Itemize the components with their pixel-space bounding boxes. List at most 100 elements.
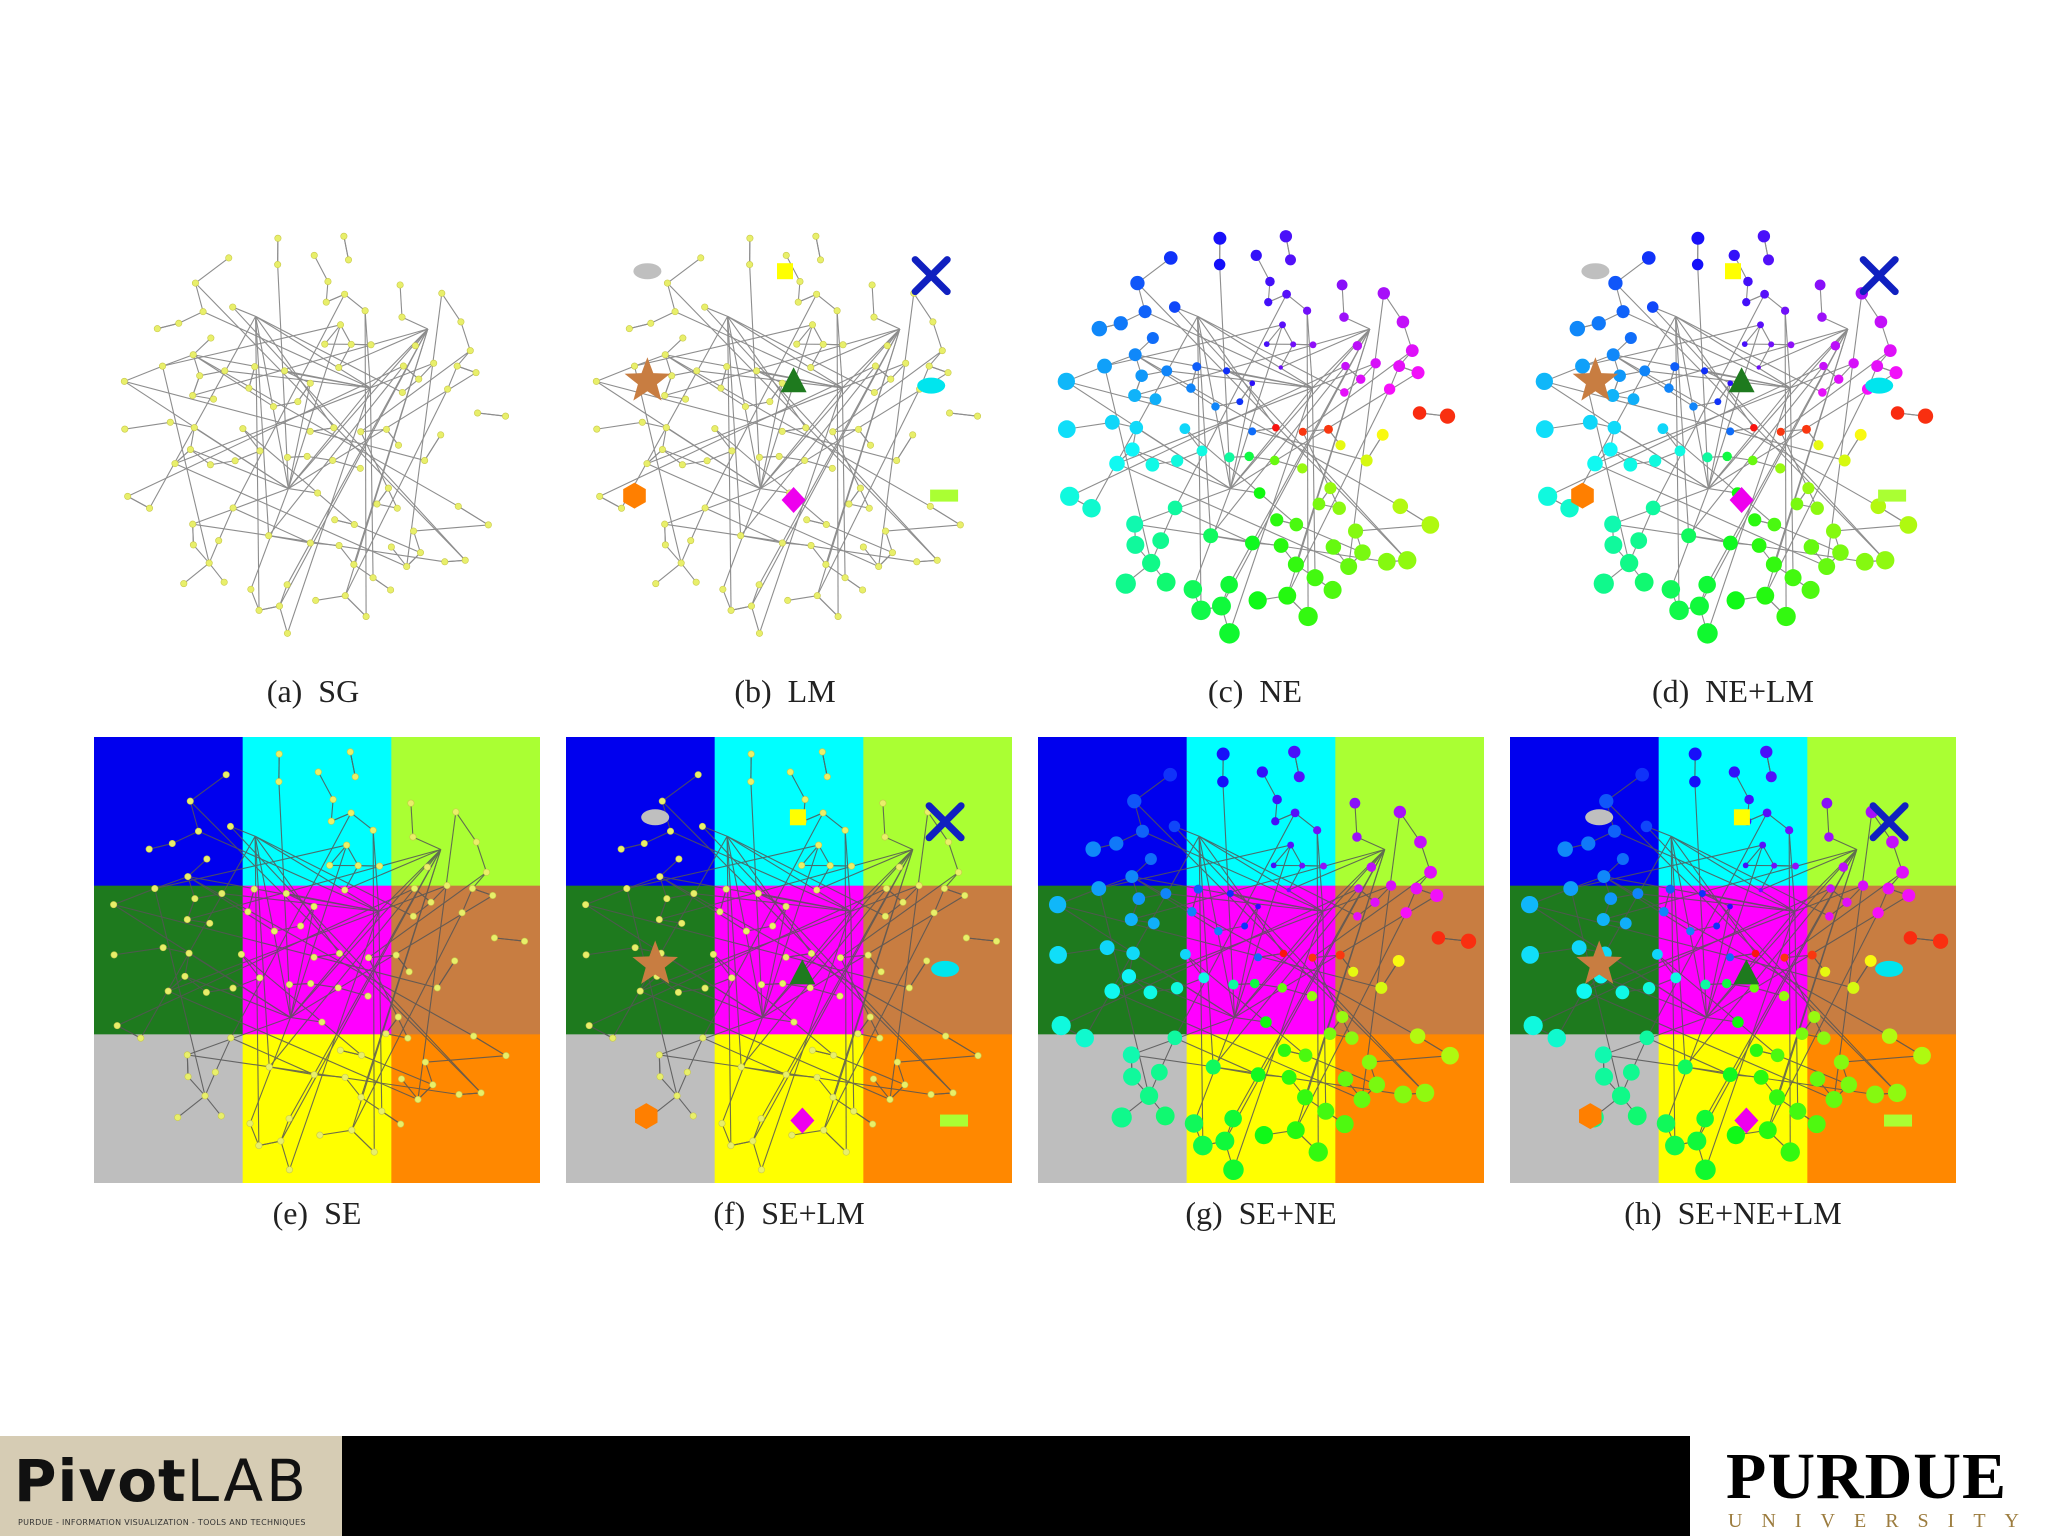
x-landmark-icon — [911, 256, 951, 296]
university-wordmark: UNIVERSITY — [1728, 1510, 2038, 1532]
graph-svg-b — [592, 232, 982, 637]
square-landmark-icon — [1733, 809, 1750, 826]
hexagon-landmark-icon — [635, 1103, 658, 1130]
region-2 — [1335, 737, 1484, 887]
pivot-word: Pivot — [14, 1447, 187, 1515]
graph-svg-c — [1057, 230, 1456, 644]
panel-d — [1518, 214, 1948, 654]
region-grid — [94, 737, 540, 1183]
purdue-logo: PURDUE UNIVERSITY — [1690, 1436, 2048, 1536]
region-1 — [1186, 737, 1336, 887]
rect-landmark-icon — [1878, 489, 1907, 502]
pivotlab-wordmark: PivotLAB — [14, 1450, 309, 1512]
graph-svg-e — [94, 737, 540, 1183]
x-landmark-icon — [925, 802, 965, 842]
triangle-landmark-icon — [1728, 367, 1755, 393]
cyan-ellipse-landmark-icon — [917, 377, 946, 394]
caption-f: (f) SE+LM — [713, 1195, 865, 1231]
region-8 — [391, 1034, 540, 1183]
rect-landmark-icon — [930, 489, 959, 502]
region-5 — [1807, 885, 1956, 1035]
lab-word: LAB — [186, 1447, 309, 1515]
nodes — [1057, 230, 1456, 644]
star-landmark-icon — [624, 357, 671, 401]
nodes — [110, 748, 529, 1174]
nodes — [592, 232, 982, 637]
cyan-ellipse-landmark-icon — [1875, 960, 1904, 977]
diamond-landmark-icon — [781, 487, 806, 513]
diamond-landmark-icon — [1729, 487, 1754, 513]
caption-h: (h) SE+NE+LM — [1624, 1195, 1842, 1231]
caption-a: (a) SG — [266, 673, 360, 709]
ellipse-landmark-icon — [1585, 809, 1614, 826]
ellipse-landmark-icon — [641, 809, 670, 826]
hexagon-landmark-icon — [623, 482, 646, 509]
rect-landmark-icon — [1884, 1114, 1913, 1127]
caption-g: (g) SE+NE — [1185, 1195, 1337, 1231]
edges — [1544, 236, 1926, 634]
panel-b — [570, 214, 1000, 654]
graph-svg-d — [1535, 230, 1934, 644]
region-8 — [1807, 1034, 1956, 1183]
region-1 — [242, 737, 392, 887]
caption-e: (e) SE — [272, 1195, 362, 1231]
square-landmark-icon — [789, 809, 806, 826]
x-landmark-icon — [1869, 802, 1909, 842]
hexagon-landmark-icon — [1571, 482, 1594, 509]
region-8 — [1335, 1034, 1484, 1183]
region-2 — [391, 737, 540, 887]
region-5 — [391, 885, 540, 1035]
region-3 — [94, 885, 244, 1035]
ellipse-landmark-icon — [633, 263, 662, 280]
triangle-landmark-icon — [1733, 959, 1760, 985]
region-1 — [1658, 737, 1808, 887]
pivotlab-tagline: PURDUE - INFORMATION VISUALIZATION - TOO… — [18, 1518, 306, 1527]
caption-b: (b) LM — [734, 673, 836, 709]
region-0 — [566, 737, 716, 887]
star-landmark-icon — [632, 940, 678, 984]
panel-g — [1038, 737, 1484, 1183]
cyan-ellipse-landmark-icon — [1865, 377, 1894, 394]
region-5 — [1335, 885, 1484, 1035]
region-0 — [1038, 737, 1188, 887]
region-grid — [1038, 737, 1484, 1183]
region-1 — [714, 737, 864, 887]
caption-d: (d) NE+LM — [1651, 673, 1814, 709]
x-landmark-icon — [1859, 256, 1899, 296]
region-7 — [714, 1034, 864, 1183]
panel-f — [566, 737, 1012, 1183]
star-landmark-icon — [1572, 357, 1619, 401]
edges — [124, 236, 506, 634]
region-7 — [1658, 1034, 1808, 1183]
region-6 — [94, 1034, 244, 1183]
region-7 — [1186, 1034, 1336, 1183]
pivotlab-logo: PivotLAB PURDUE - INFORMATION VISUALIZAT… — [0, 1436, 342, 1536]
square-landmark-icon — [1725, 263, 1741, 280]
panel-c — [1040, 214, 1470, 654]
rect-landmark-icon — [940, 1114, 969, 1127]
purdue-wordmark: PURDUE — [1726, 1440, 2007, 1513]
caption-c: (c) NE — [1207, 673, 1303, 709]
panel-a — [98, 214, 528, 654]
region-0 — [94, 737, 244, 887]
panel-e — [94, 737, 540, 1183]
graph-svg-f — [566, 737, 1012, 1183]
edges — [596, 236, 978, 634]
nodes — [582, 748, 1001, 1174]
diamond-landmark-icon — [1734, 1107, 1759, 1134]
graph-svg-h — [1510, 737, 1956, 1183]
square-landmark-icon — [777, 263, 793, 280]
graph-svg-a — [120, 232, 510, 637]
region-8 — [863, 1034, 1012, 1183]
nodes — [1048, 745, 1477, 1181]
nodes — [1535, 230, 1934, 644]
nodes — [120, 232, 510, 637]
region-0 — [1510, 737, 1660, 887]
edges — [113, 751, 525, 1170]
triangle-landmark-icon — [780, 367, 807, 393]
hexagon-landmark-icon — [1579, 1103, 1602, 1130]
panel-h — [1510, 737, 1956, 1183]
star-landmark-icon — [1576, 940, 1622, 984]
graph-svg-g — [1038, 737, 1484, 1183]
ellipse-landmark-icon — [1581, 263, 1610, 280]
